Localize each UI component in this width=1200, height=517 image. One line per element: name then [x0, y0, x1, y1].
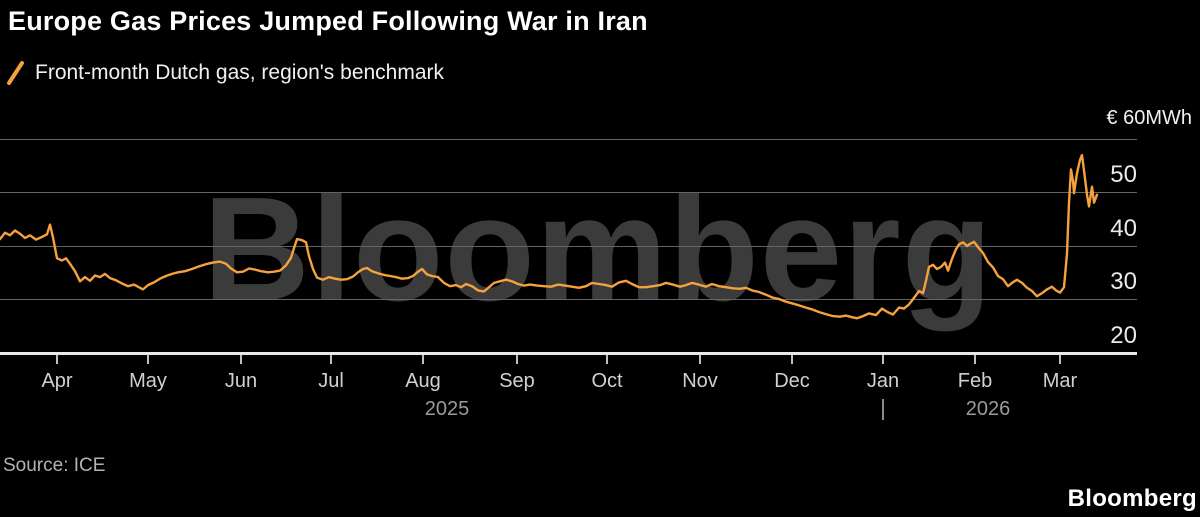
x-tick-mark: [699, 354, 701, 364]
x-tick-label: Feb: [957, 370, 993, 392]
x-tick-label: May: [129, 370, 167, 392]
x-tick-mark: [147, 354, 149, 364]
x-tick-label: Jan: [866, 370, 900, 392]
x-tick-mark: [974, 354, 976, 364]
legend-series-slash-icon: [6, 60, 26, 86]
x-tick-label: Jun: [224, 370, 258, 392]
year-label: 2026: [965, 398, 1011, 420]
x-tick-mark: [1059, 354, 1061, 364]
x-tick-label: Nov: [682, 370, 718, 392]
year-divider: [882, 399, 884, 420]
legend: Front-month Dutch gas, region's benchmar…: [6, 60, 444, 86]
y-axis-unit-label: € 60MWh: [1106, 107, 1192, 129]
x-tick-label: Apr: [41, 370, 73, 392]
x-tick-label: Oct: [591, 370, 623, 392]
y-tick-label: 40: [1110, 214, 1137, 242]
y-tick-label: 20: [1110, 321, 1137, 349]
x-tick-label: Aug: [405, 370, 441, 392]
legend-label: Front-month Dutch gas, region's benchmar…: [35, 61, 445, 84]
x-axis-line: [0, 351, 1137, 355]
year-label: 2025: [424, 398, 470, 420]
x-tick-mark: [56, 354, 58, 364]
y-tick-label: 50: [1110, 161, 1137, 188]
x-tick-mark: [791, 354, 793, 364]
chart-title: Europe Gas Prices Jumped Following War i…: [8, 6, 648, 36]
x-tick-mark: [606, 354, 608, 364]
bloomberg-logo: Bloomberg: [1067, 485, 1197, 512]
x-tick-mark: [422, 354, 424, 364]
x-tick-mark: [330, 354, 332, 364]
bloomberg-watermark: Bloomberg: [203, 167, 994, 332]
x-tick-label: Mar: [1042, 370, 1078, 392]
x-tick-mark: [240, 354, 242, 364]
y-tick-label: 30: [1110, 268, 1137, 295]
source-label: Source: ICE: [3, 455, 106, 476]
x-tick-label: Jul: [318, 370, 344, 392]
grid-line: [0, 299, 1137, 300]
grid-line: [0, 138, 1137, 140]
x-tick-label: Sep: [499, 370, 535, 392]
grid-line: [0, 245, 1137, 247]
grid-line: [0, 192, 1137, 193]
x-tick-label: Dec: [774, 370, 810, 392]
x-tick-mark: [882, 354, 884, 364]
x-tick-mark: [516, 354, 518, 364]
